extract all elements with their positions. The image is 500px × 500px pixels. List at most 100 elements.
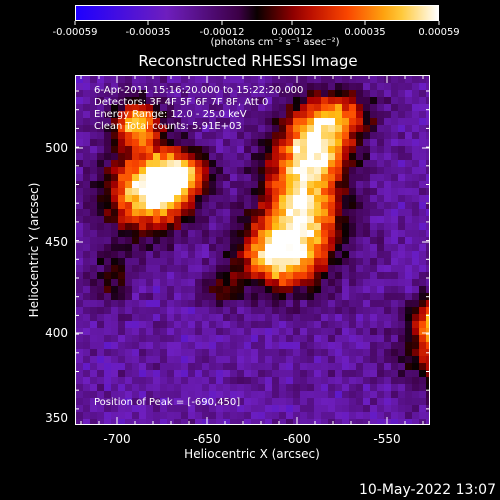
image-pixel	[272, 195, 279, 202]
image-pixel	[328, 398, 335, 405]
image-pixel	[139, 286, 146, 293]
image-pixel	[174, 125, 181, 132]
image-pixel	[335, 370, 342, 377]
image-pixel	[202, 76, 209, 83]
image-pixel	[153, 125, 160, 132]
image-pixel	[321, 244, 328, 251]
image-pixel	[419, 188, 426, 195]
image-pixel	[181, 398, 188, 405]
image-pixel	[426, 83, 429, 90]
image-pixel	[426, 202, 429, 209]
image-pixel	[321, 132, 328, 139]
image-pixel	[104, 307, 111, 314]
image-pixel	[419, 209, 426, 216]
image-pixel	[153, 384, 160, 391]
image-pixel	[398, 209, 405, 216]
image-pixel	[76, 230, 83, 237]
image-pixel	[118, 370, 125, 377]
image-pixel	[118, 314, 125, 321]
image-pixel	[314, 377, 321, 384]
image-pixel	[104, 286, 111, 293]
image-pixel	[272, 412, 279, 419]
image-pixel	[286, 349, 293, 356]
image-pixel	[244, 328, 251, 335]
image-pixel	[349, 377, 356, 384]
image-pixel	[76, 139, 83, 146]
image-pixel	[328, 160, 335, 167]
image-pixel	[223, 377, 230, 384]
image-pixel	[153, 335, 160, 342]
image-pixel	[405, 405, 412, 412]
image-pixel	[237, 363, 244, 370]
image-pixel	[426, 265, 429, 272]
image-pixel	[342, 167, 349, 174]
image-pixel	[377, 202, 384, 209]
image-pixel	[321, 90, 328, 97]
image-pixel	[188, 125, 195, 132]
image-pixel	[412, 146, 419, 153]
image-pixel	[118, 139, 125, 146]
image-pixel	[251, 237, 258, 244]
image-pixel	[286, 223, 293, 230]
image-pixel	[97, 412, 104, 419]
image-pixel	[76, 181, 83, 188]
image-pixel	[90, 328, 97, 335]
image-pixel	[377, 111, 384, 118]
image-pixel	[328, 307, 335, 314]
image-pixel	[223, 202, 230, 209]
image-pixel	[293, 195, 300, 202]
image-pixel	[342, 181, 349, 188]
image-pixel	[419, 90, 426, 97]
image-pixel	[76, 188, 83, 195]
image-pixel	[209, 244, 216, 251]
image-pixel	[335, 90, 342, 97]
image-pixel	[286, 307, 293, 314]
image-pixel	[118, 398, 125, 405]
image-pixel	[377, 307, 384, 314]
image-pixel	[356, 265, 363, 272]
image-pixel	[104, 216, 111, 223]
image-pixel	[265, 153, 272, 160]
image-pixel	[272, 293, 279, 300]
image-pixel	[265, 265, 272, 272]
image-pixel	[356, 139, 363, 146]
image-pixel	[202, 279, 209, 286]
image-pixel	[412, 209, 419, 216]
image-pixel	[356, 160, 363, 167]
image-pixel	[349, 342, 356, 349]
image-pixel	[209, 153, 216, 160]
image-pixel	[279, 307, 286, 314]
image-pixel	[349, 251, 356, 258]
image-pixel	[370, 125, 377, 132]
image-pixel	[209, 356, 216, 363]
image-pixel	[405, 181, 412, 188]
image-pixel	[104, 244, 111, 251]
image-pixel	[419, 272, 426, 279]
image-pixel	[321, 139, 328, 146]
image-pixel	[223, 356, 230, 363]
image-pixel	[160, 195, 167, 202]
image-pixel	[132, 195, 139, 202]
image-pixel	[398, 244, 405, 251]
image-pixel	[153, 419, 160, 424]
image-pixel	[181, 384, 188, 391]
image-pixel	[237, 398, 244, 405]
image-pixel	[216, 279, 223, 286]
image-pixel	[251, 293, 258, 300]
image-pixel	[321, 356, 328, 363]
image-pixel	[335, 314, 342, 321]
image-pixel	[335, 97, 342, 104]
image-pixel	[307, 153, 314, 160]
image-pixel	[321, 412, 328, 419]
image-pixel	[90, 188, 97, 195]
image-pixel	[125, 349, 132, 356]
image-pixel	[328, 216, 335, 223]
image-pixel	[342, 132, 349, 139]
image-pixel	[307, 202, 314, 209]
y-tick-label: 350	[45, 411, 68, 425]
image-pixel	[244, 293, 251, 300]
image-pixel	[237, 244, 244, 251]
image-pixel	[188, 216, 195, 223]
image-pixel	[265, 230, 272, 237]
image-pixel	[104, 356, 111, 363]
